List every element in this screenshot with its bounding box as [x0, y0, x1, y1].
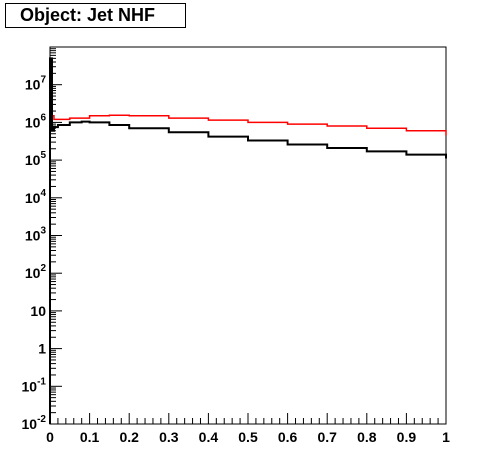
y-tick-label: 1: [38, 341, 46, 357]
x-tick-label: 0.6: [278, 429, 298, 445]
plot-frame: [49, 46, 447, 425]
y-tick-label: 105: [25, 150, 47, 168]
y-tick-label: 10: [30, 303, 46, 319]
x-tick-label: 0.4: [199, 429, 219, 445]
y-tick-label: 107: [25, 75, 47, 93]
x-tick-label: 0.3: [159, 429, 179, 445]
x-tick-label: 0.1: [80, 429, 100, 445]
y-tick-label: 10-2: [22, 414, 47, 432]
x-tick-label: 1: [442, 429, 450, 445]
x-tick-label: 0.7: [317, 429, 337, 445]
x-tick-label: 0.2: [119, 429, 139, 445]
y-tick-label: 103: [25, 226, 47, 244]
x-tick-label: 0.9: [397, 429, 417, 445]
y-tick-label: 106: [25, 112, 47, 130]
y-tick-label: 10-1: [22, 376, 47, 394]
chart-title: Object: Jet NHF: [5, 3, 186, 28]
y-tick-label: 104: [25, 188, 47, 206]
x-tick-label: 0.8: [357, 429, 377, 445]
series-line: [49, 95, 447, 424]
x-tick-label: 0.5: [238, 429, 258, 445]
x-tick-label: 0: [46, 429, 54, 445]
series-line: [49, 57, 447, 424]
y-tick-label: 102: [25, 263, 47, 281]
